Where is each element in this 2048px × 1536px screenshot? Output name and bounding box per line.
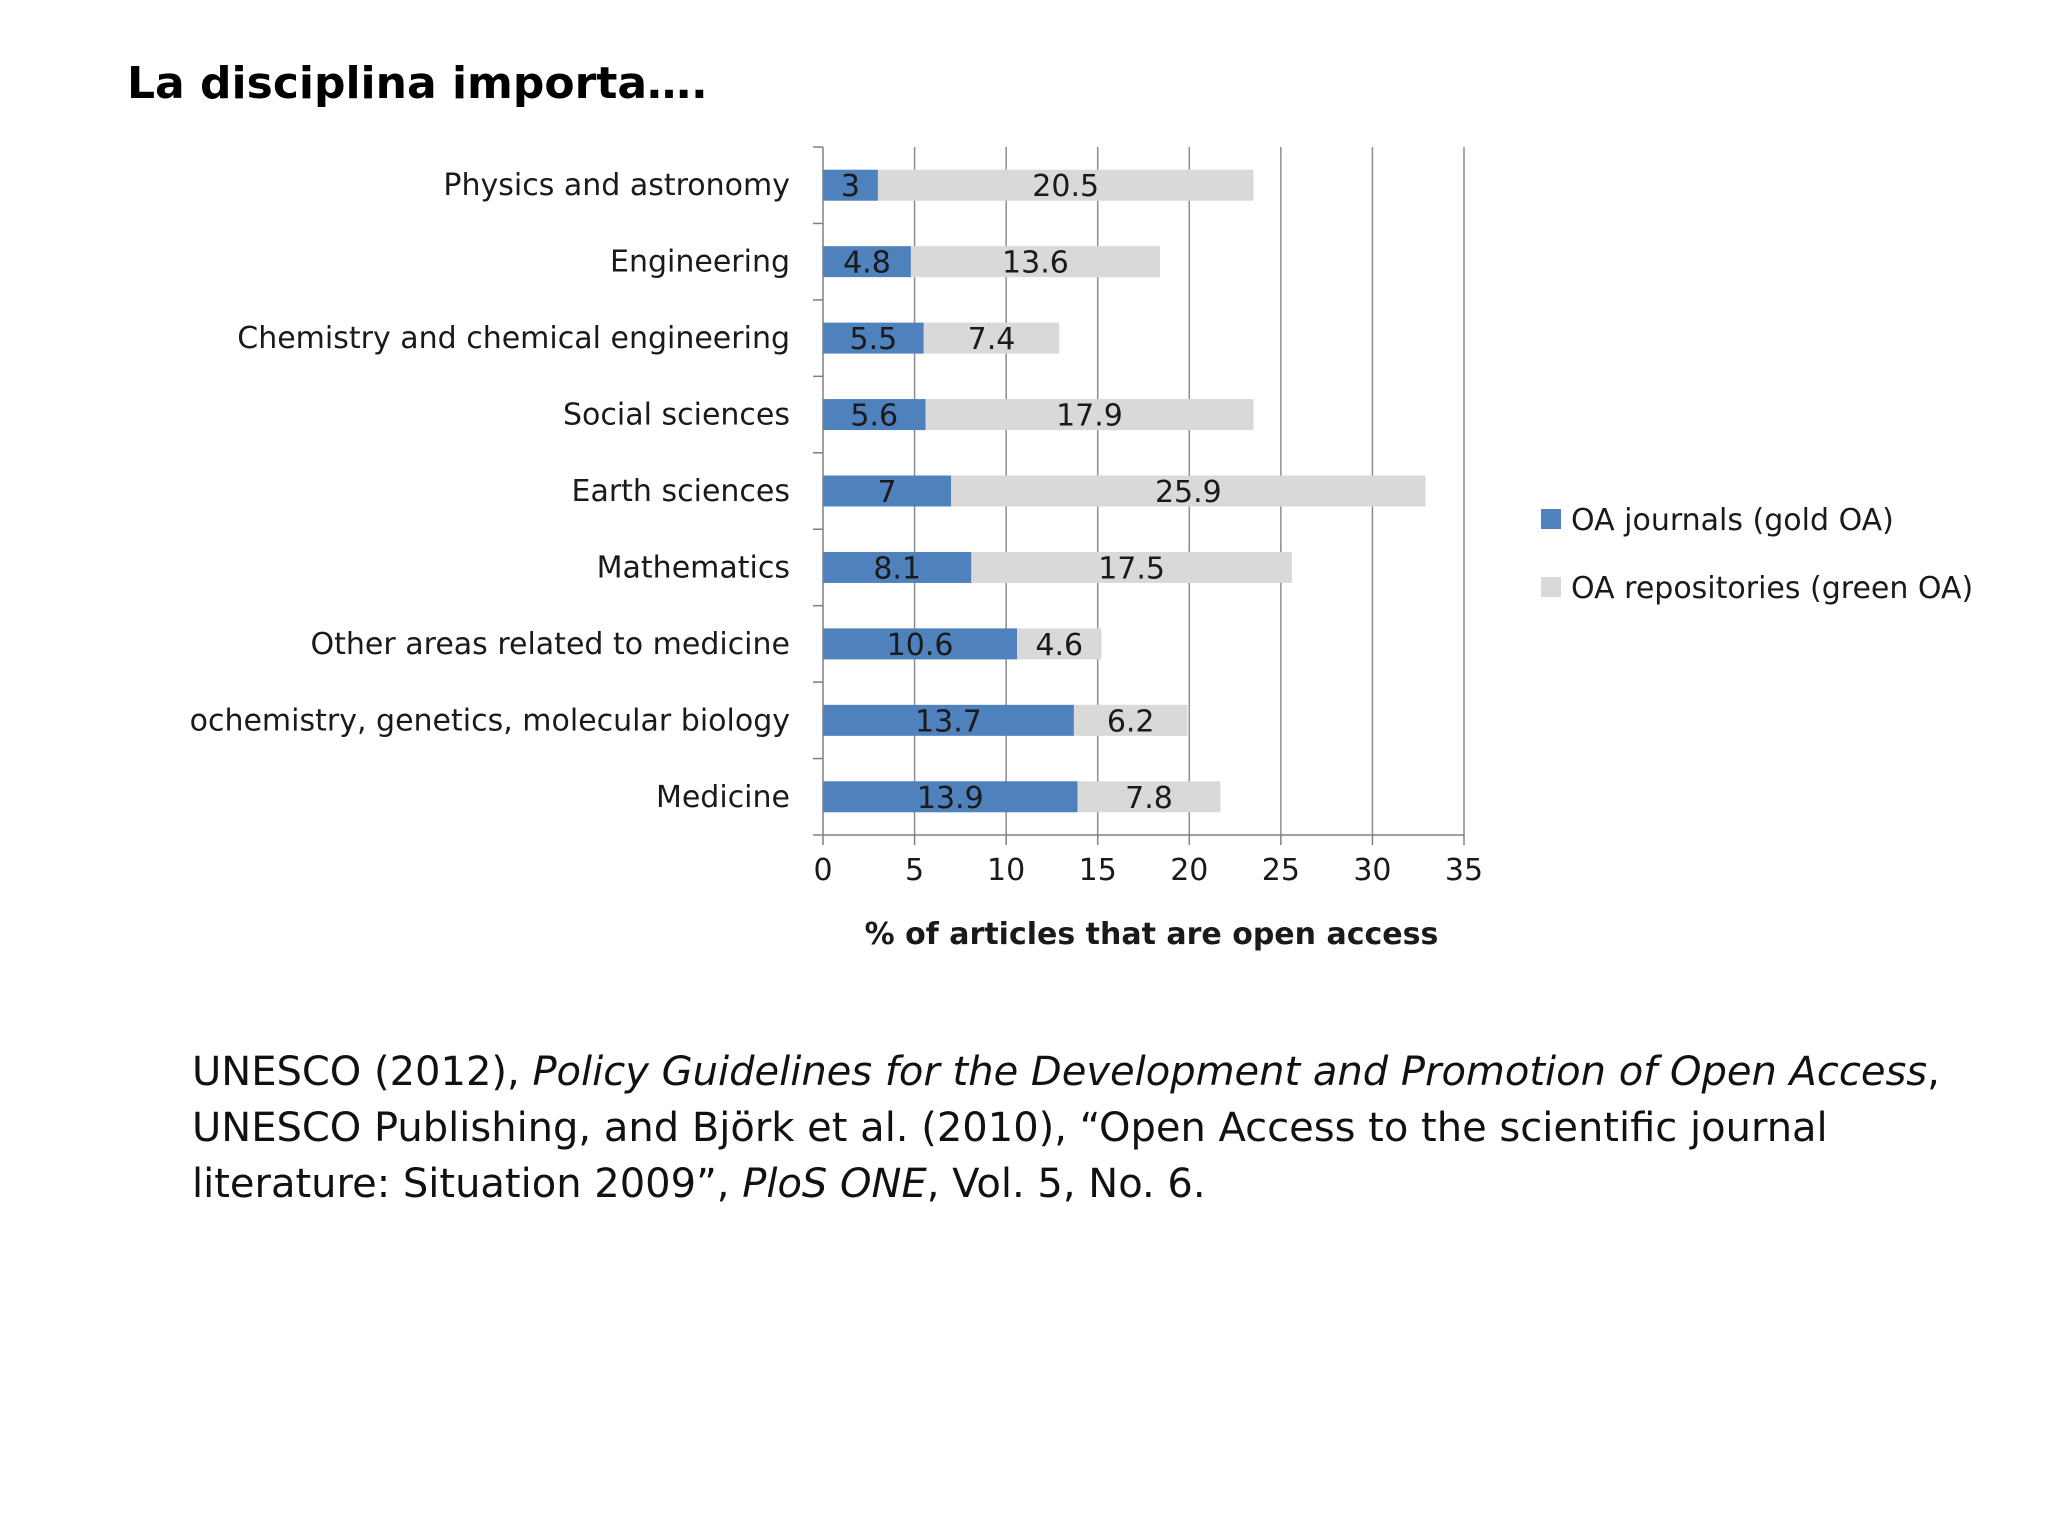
data-label: 3 [841,169,860,204]
bar-gold-oa [823,399,926,431]
data-label: 13.7 [915,704,982,739]
bar-green-oa [971,551,1292,583]
bar-green-oa [925,399,1254,431]
category-label: Chemistry and chemical engineering [237,321,790,356]
bar-gold-oa [823,628,1018,660]
category-label: Mathematics [597,550,790,585]
legend-label: OA repositories (green OA) [1571,571,1973,606]
data-label: 7.4 [968,322,1016,357]
data-label: 6.2 [1107,704,1155,739]
data-label: 8.1 [873,551,921,586]
x-tick-label: 5 [905,853,924,888]
legend: OA journals (gold OA) OA repositories (gr… [1541,503,1973,606]
x-tick-label: 15 [1079,853,1117,888]
x-tick-label: 20 [1170,853,1208,888]
data-label: 17.5 [1098,551,1165,586]
category-label: ochemistry, genetics, molecular biology [190,703,790,738]
data-label: 17.9 [1056,399,1123,434]
data-label: 4.6 [1035,628,1083,663]
legend-swatch [1541,509,1561,529]
category-label: Social sciences [563,398,790,433]
bar-green-oa [877,169,1254,201]
category-label: Engineering [610,245,790,280]
category-label: Medicine [656,780,790,815]
citation-part1: UNESCO (2012), [192,1049,533,1095]
citation-part3: , UNESCO Publishing, and Björk et al. (2… [192,1049,1940,1207]
category-label: Physics and astronomy [443,168,790,203]
data-label: 25.9 [1155,475,1222,510]
data-label: 7 [878,475,897,510]
bar-green-oa [1017,628,1102,660]
category-label: Other areas related to medicine [311,627,790,662]
stacked-bar-chart: 0 5 10 15 20 25 30 35 Physics and astronomy 3 20.5… [190,146,1973,952]
bar-gold-oa [823,475,952,507]
x-tick-label: 0 [813,853,832,888]
axes [813,146,1465,845]
bar-green-oa [910,246,1160,278]
bar-gold-oa [823,781,1078,813]
data-label: 7.8 [1125,781,1173,816]
data-label: 5.5 [850,322,898,357]
data-label: 13.6 [1002,246,1069,281]
labels: 0 5 10 15 20 25 30 35 Physics and astronomy 3 20.5… [190,168,1483,888]
x-axis-title: % of articles that are open access [865,917,1439,952]
citation-part5: , Vol. 5, No. 6. [926,1161,1206,1207]
bar-green-oa [1077,781,1221,813]
data-label: 5.6 [850,399,898,434]
data-label: 20.5 [1032,169,1099,204]
bar-gold-oa [823,704,1074,736]
legend-label: OA journals (gold OA) [1571,503,1894,538]
bar-gold-oa [823,322,924,354]
citation: UNESCO (2012), Policy Guidelines for the… [192,1044,1992,1212]
x-tick-label: 30 [1353,853,1391,888]
citation-journal: PloS ONE [742,1161,927,1207]
data-label: 4.8 [843,246,891,281]
x-tick-label: 35 [1445,853,1483,888]
slide-title: La disciplina importa…. [127,58,708,109]
bar-gold-oa [823,551,972,583]
bar-gold-oa [823,246,911,278]
bar-gold-oa [823,169,878,201]
bars [823,169,1426,813]
bar-green-oa [1073,704,1188,736]
data-label: 10.6 [887,628,954,663]
bar-green-oa [951,475,1426,507]
x-tick-label: 10 [987,853,1025,888]
bar-green-oa [923,322,1060,354]
citation-title: Policy Guidelines for the Development an… [532,1049,1928,1095]
data-label: 13.9 [917,781,984,816]
x-tick-label: 25 [1262,853,1300,888]
category-label: Earth sciences [572,474,791,509]
legend-swatch [1541,577,1561,597]
